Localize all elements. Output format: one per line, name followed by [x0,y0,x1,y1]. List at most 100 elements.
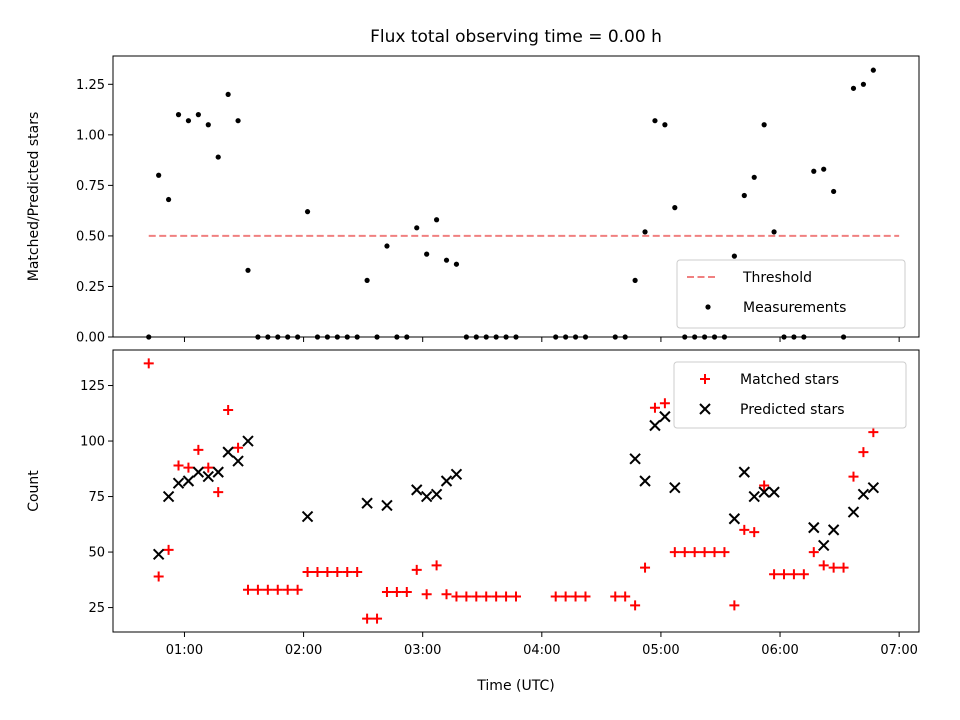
matched-star-point [441,589,452,600]
matched-star-point [272,584,283,595]
measurement-point [185,118,192,124]
matched-star-point [183,462,194,473]
legend-measurement-swatch [705,304,711,310]
matched-star-point [759,480,770,491]
matched-star-point [868,427,879,438]
predicted-star-point [669,481,681,494]
y-tick-label: 0.75 [76,179,105,194]
measurement-point [821,166,827,172]
measurement-point [860,81,867,87]
measurement-point [662,122,668,128]
predicted-star-point [301,510,314,523]
legend-label: Matched stars [740,372,839,388]
legend: Matched stars Predicted stars [673,361,907,429]
predicted-star-point [827,524,840,536]
axes-frame [112,55,920,338]
predicted-star-point [649,419,661,432]
x-tick-label: 06:00 [761,643,798,658]
matched-star-point [391,587,402,598]
measurement-point [811,168,817,174]
measurement-point [364,277,370,283]
matched-star-point [381,587,392,598]
measurement-point [831,188,837,195]
predicted-star-point [381,499,393,512]
matched-star-point [252,584,263,595]
matched-star-point [501,591,512,602]
predicted-star-point [847,506,860,518]
legend-label: Predicted stars [740,402,845,418]
predicted-star-point [232,455,244,467]
y-tick-label: 25 [88,601,105,616]
matched-star-point [828,562,839,573]
measurement-point [175,112,182,118]
predicted-star-point [659,410,671,423]
measurement-point [751,174,757,180]
matched-star-point [858,447,869,458]
matched-star-point [471,591,482,602]
matched-star-point [223,404,234,415]
measurement-point [850,85,857,91]
predicted-star-point [867,481,880,494]
measurement-point [156,172,162,178]
matched-star-point [163,544,174,555]
matched-star-point [421,589,432,600]
measurement-point [672,205,678,211]
matched-star-point [242,584,253,595]
measurement-point [414,225,420,231]
matched-star-point [749,527,760,538]
predicted-star-point [857,488,870,501]
legend: Threshold Measurements [676,259,906,329]
matched-star-point [342,567,353,578]
y-tick-label: 1.00 [76,128,105,143]
predicted-star-point [768,486,780,498]
matched-star-point [173,460,184,471]
predicted-star-point [202,470,214,483]
measurement-point [771,229,777,235]
measurement-point [453,261,460,267]
y-tick-label: 0.00 [76,331,105,346]
matched-star-point [580,591,591,602]
measurement-point [433,217,440,223]
y-tick-label: 100 [80,435,105,450]
measurement-point [245,267,251,273]
y-tick-label: 125 [80,379,105,394]
matched-star-point [838,562,849,573]
ratio-panel: Flux total observing time = 0.00 h Matche… [26,27,920,346]
y-tick-label: 0.25 [76,280,105,295]
measurement-point [632,277,638,283]
axes-frame [112,349,920,633]
matched-star-point [550,591,561,602]
predicted-star-point [748,490,760,503]
matched-star-point [709,547,720,558]
x-axis-label: Time (UTC) [476,678,554,694]
matched-star-point [848,471,859,482]
measurement-point [235,118,241,124]
x-tick-label: 02:00 [285,643,322,658]
chart-title: Flux total observing time = 0.00 h [370,27,662,47]
predicted-star-point [222,446,234,458]
predicted-star-point [162,490,175,503]
predicted-star-point [242,435,254,447]
legend-matched-swatch [700,374,710,384]
legend-box [676,259,906,329]
matched-star-point [491,591,502,602]
matched-star-point [779,569,790,580]
matched-star-point [322,567,333,578]
matched-star-point [372,613,383,624]
measurement-point [424,251,430,257]
predicted-star-point [152,548,165,560]
matched-star-point [332,567,343,578]
measurement-point [195,112,201,118]
measurement-point [741,192,747,199]
predicted-star-point [420,490,433,503]
matched-star-point [679,547,690,558]
predicted-star-point [440,475,453,487]
matched-star-point [431,560,442,571]
matched-star-point [798,569,809,580]
matched-star-point [481,591,492,602]
matched-star-point [769,569,780,580]
matched-star-point [640,562,651,573]
matched-star-point [461,591,472,602]
matched-star-point [233,442,244,453]
matched-star-point [411,564,422,575]
